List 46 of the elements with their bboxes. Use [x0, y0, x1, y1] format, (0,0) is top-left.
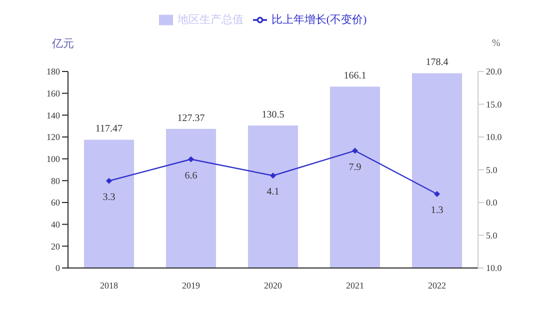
data-label: 6.6: [184, 170, 198, 182]
data-label: 130.5: [262, 110, 284, 121]
legend-label: 地区生产总值: [177, 14, 244, 26]
y-tick-label: 60: [51, 198, 60, 208]
data-label: 178.4: [426, 57, 448, 68]
bar: [330, 86, 380, 268]
y2-tick-label: 0.0: [486, 198, 498, 208]
legend-label: 比上年增长(不变价): [271, 14, 367, 26]
data-label: 127.37: [177, 112, 205, 124]
y-tick-label: 160: [46, 88, 60, 98]
data-label: 7.9: [348, 162, 362, 173]
y-tick-label: 20: [51, 241, 60, 252]
point: [106, 178, 112, 184]
point: [434, 190, 440, 197]
point: [270, 172, 276, 179]
y-tick-label: 180: [46, 66, 60, 77]
y2-tick-label: 10.0: [486, 263, 502, 274]
data-label: 1.3: [430, 205, 444, 216]
y2-tick-label: 5.0: [486, 164, 498, 175]
x-tick-label: 2018: [100, 280, 118, 290]
y-tick-label: 120: [46, 132, 60, 142]
bar: [84, 140, 134, 268]
bar: [248, 126, 298, 268]
y2-tick-label: 15.0: [486, 99, 502, 110]
y2-tick-label: 5.0: [486, 230, 498, 240]
data-label: 117.47: [95, 124, 123, 135]
y2-axis-title: %: [492, 38, 500, 49]
y2-tick-label: 20.0: [486, 66, 502, 77]
y2-tick-label: 10.0: [486, 132, 502, 142]
x-tick-label: 2022: [428, 280, 446, 290]
bar: [166, 128, 216, 268]
y-axis-title: 亿元: [52, 37, 74, 51]
y-tick-label: 100: [46, 154, 60, 164]
point: [352, 148, 358, 154]
x-tick-label: 2021: [346, 280, 364, 290]
x-tick-label: 2020: [264, 280, 282, 290]
data-label: 3.3: [102, 192, 116, 203]
data-label: 4.1: [266, 186, 280, 198]
point: [188, 156, 194, 162]
y-tick-label: 80: [51, 176, 60, 186]
y-tick-label: 140: [46, 110, 60, 120]
bar: [412, 73, 462, 268]
y-tick-label: 0: [56, 263, 60, 274]
x-tick-label: 2019: [182, 280, 200, 290]
data-label: 166.1: [344, 70, 366, 82]
y-tick-label: 40: [51, 220, 60, 230]
